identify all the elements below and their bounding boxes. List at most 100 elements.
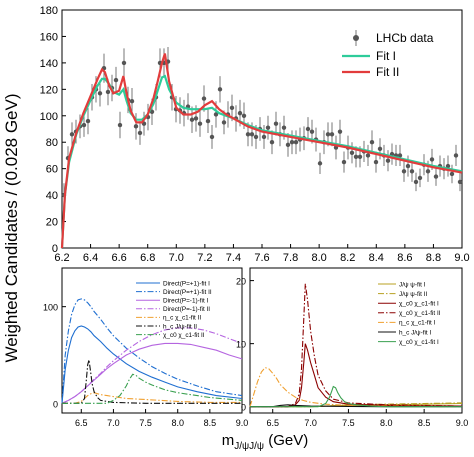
br-curve (250, 283, 463, 408)
bottom-left-curves (61, 298, 243, 404)
bl-curve (61, 298, 243, 404)
top-xtick-label: 6.8 (140, 252, 155, 264)
data-point (217, 87, 223, 92)
data-point (293, 140, 299, 145)
data-point (281, 125, 287, 130)
data-point (373, 159, 379, 165)
bl-legend-label: Direct(P=-1)-fit II (163, 306, 210, 313)
data-point (445, 163, 451, 169)
bl-curve (61, 342, 243, 404)
top-panel: 6.2 6.4 6.6 6.8 7.0 7.2 7.4 7.6 7.8 8.0 8.2 8.4 8.6 8… (40, 5, 470, 264)
br-xtick-label: 7.5 (342, 418, 355, 428)
bl-legend-label: η_c χ_c1-fit II (163, 315, 201, 322)
data-point (337, 129, 343, 134)
bl-curve (61, 325, 243, 404)
bl-ytick-label: 0 (53, 399, 58, 409)
data-point (105, 89, 111, 95)
br-xtick-label: 8.0 (380, 418, 393, 428)
bl-xtick-label: 8.0 (171, 418, 184, 428)
data-point (317, 161, 323, 166)
data-point (261, 134, 267, 140)
top-xtick-label: 6.2 (54, 252, 69, 264)
bl-legend-label: χ_c0 χ_c1-fit II (163, 332, 205, 339)
data-point (405, 163, 411, 169)
data-point (213, 112, 219, 117)
bl-xtick-label: 7.5 (139, 418, 152, 428)
data-point (369, 140, 375, 145)
data-point (409, 169, 415, 174)
legend-label-fit-1: Fit I (376, 49, 396, 63)
top-xtick-label: 6.4 (83, 252, 98, 264)
data-point (325, 132, 331, 137)
top-fit-curves (60, 53, 463, 249)
data-point (425, 169, 431, 174)
data-point (221, 120, 227, 125)
br-curve (249, 366, 463, 408)
top-xtick-label: 6.6 (111, 252, 126, 264)
bottom-right-curves (249, 283, 463, 408)
data-point (417, 175, 423, 181)
top-xtick-label: 7.4 (226, 252, 241, 264)
bl-legend-label: Direct(P=-1)-fit I (163, 298, 208, 305)
data-point (365, 153, 371, 158)
legend-label-data: LHCb data (376, 31, 434, 45)
data-point (289, 140, 295, 145)
data-point (349, 150, 355, 155)
data-point (357, 154, 363, 159)
data-point (201, 96, 207, 101)
x-axis-label: mJ/ψJ/ψ (GeV) (222, 432, 309, 452)
data-point (433, 174, 439, 179)
top-xtick-label: 8.0 (311, 252, 326, 264)
bottom-left-legend: Direct(P=+1)-fit I Direct(P=+1)-fit II Dir… (136, 280, 212, 339)
data-point (209, 134, 215, 140)
data-point (241, 113, 247, 118)
top-ytick-label: 20 (46, 217, 58, 229)
data-point (429, 157, 435, 162)
fit-curve (60, 53, 463, 249)
br-legend-label: χ_c0 χ_c1-fit I (399, 301, 439, 308)
data-point (305, 126, 311, 132)
data-point (69, 132, 75, 137)
data-point (189, 117, 195, 122)
data-point (85, 118, 91, 124)
top-xtick-label: 8.8 (426, 252, 441, 264)
br-legend-label: χ_c0 χ_c1-fit II (399, 310, 441, 317)
top-xtick-label: 8.6 (397, 252, 412, 264)
top-xtick-label: 9.0 (454, 252, 469, 264)
data-point (309, 129, 315, 134)
data-point (269, 140, 275, 145)
br-ytick-label: 0 (241, 403, 246, 413)
top-legend: LHCb data Fit I Fit II (342, 30, 434, 79)
top-xtick-label: 7.6 (254, 252, 269, 264)
data-point (249, 132, 255, 137)
bl-xtick-label: 7.0 (107, 418, 120, 428)
legend-label-fit-2: Fit II (376, 65, 399, 79)
data-point (237, 110, 243, 116)
data-point (385, 158, 391, 163)
fit-curve (60, 74, 463, 249)
top-ytick-label: 40 (46, 190, 58, 202)
data-point (413, 179, 419, 185)
br-legend-label: J/ψ ψ-fit I (399, 281, 426, 288)
bottom-right-axis-ticks: 6.5 7.0 7.5 8.0 8.5 9.0 0 10 20 (236, 277, 468, 428)
data-point (245, 132, 251, 137)
data-point (81, 122, 87, 128)
br-legend-label: χ_c0 χ_c1-fit I (399, 339, 439, 346)
bottom-right-legend: J/ψ ψ-fit I J/ψ ψ-fit II χ_c0 χ_c1-fit I χ_… (378, 281, 441, 346)
top-xtick-label: 8.2 (340, 252, 355, 264)
top-ytick-label: 0 (52, 243, 58, 255)
br-xtick-label: 6.5 (266, 418, 279, 428)
data-point (121, 60, 127, 66)
bl-xtick-label: 9.0 (236, 418, 249, 428)
data-point (137, 130, 143, 136)
top-ytick-label: 160 (40, 31, 58, 43)
top-axis-ticks: 6.2 6.4 6.6 6.8 7.0 7.2 7.4 7.6 7.8 8.0 8.2 8.4 8.6 8… (40, 5, 470, 264)
data-point (97, 91, 103, 96)
data-point (273, 121, 279, 126)
top-ytick-label: 60 (46, 164, 58, 176)
bl-xtick-label: 8.5 (204, 418, 217, 428)
top-ytick-label: 120 (40, 84, 58, 96)
